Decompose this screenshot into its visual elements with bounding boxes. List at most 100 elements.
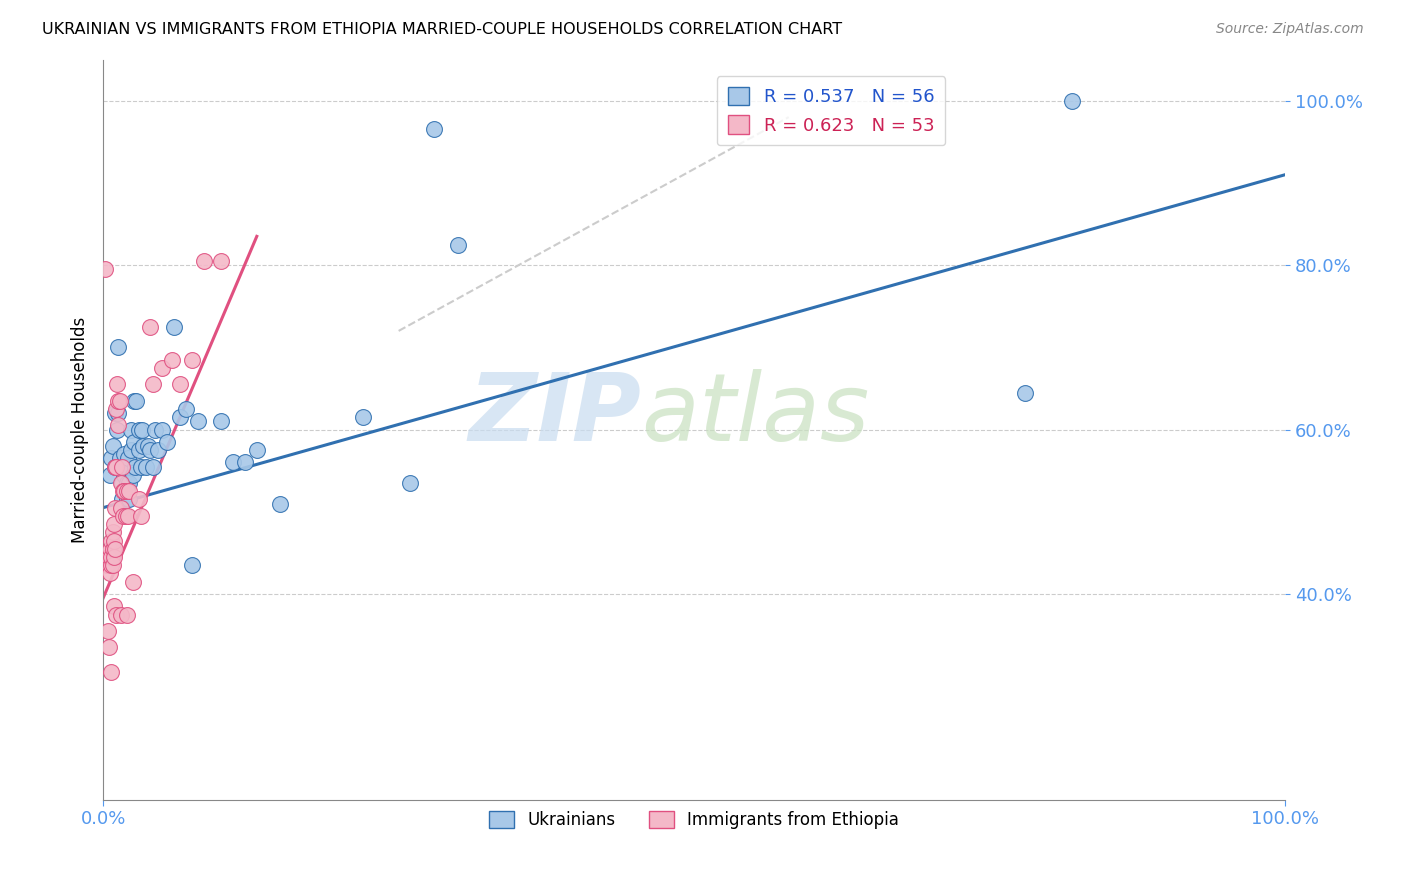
Point xyxy=(110,607,132,622)
Point xyxy=(103,599,125,614)
Point xyxy=(163,319,186,334)
Point xyxy=(222,455,245,469)
Point xyxy=(107,406,129,420)
Point xyxy=(105,402,128,417)
Point xyxy=(107,340,129,354)
Point xyxy=(112,484,135,499)
Point xyxy=(447,237,470,252)
Point xyxy=(122,434,145,449)
Legend: Ukrainians, Immigrants from Ethiopia: Ukrainians, Immigrants from Ethiopia xyxy=(482,804,905,836)
Point xyxy=(114,508,136,523)
Point xyxy=(108,393,131,408)
Point xyxy=(233,455,256,469)
Point xyxy=(131,423,153,437)
Point xyxy=(174,402,197,417)
Point xyxy=(112,508,135,523)
Point xyxy=(112,484,135,499)
Point xyxy=(125,393,148,408)
Point xyxy=(103,533,125,548)
Point xyxy=(128,443,150,458)
Point xyxy=(105,377,128,392)
Point xyxy=(209,414,232,428)
Point xyxy=(105,459,128,474)
Point xyxy=(98,566,121,581)
Point xyxy=(180,558,202,573)
Point xyxy=(104,541,127,556)
Point xyxy=(399,475,422,490)
Point xyxy=(101,558,124,573)
Point xyxy=(100,549,122,564)
Point xyxy=(104,459,127,474)
Point xyxy=(112,447,135,461)
Point xyxy=(150,360,173,375)
Point xyxy=(121,443,143,458)
Point xyxy=(246,443,269,458)
Point xyxy=(169,410,191,425)
Point xyxy=(143,423,166,437)
Point xyxy=(111,475,134,490)
Point xyxy=(98,541,121,556)
Point xyxy=(107,393,129,408)
Point xyxy=(105,607,128,622)
Point xyxy=(101,525,124,540)
Point xyxy=(139,319,162,334)
Point xyxy=(115,484,138,499)
Point xyxy=(112,467,135,482)
Point xyxy=(118,484,141,499)
Point xyxy=(98,467,121,482)
Text: Source: ZipAtlas.com: Source: ZipAtlas.com xyxy=(1216,22,1364,37)
Point xyxy=(115,475,138,490)
Point xyxy=(118,475,141,490)
Point xyxy=(96,558,118,573)
Point xyxy=(122,393,145,408)
Y-axis label: Married-couple Households: Married-couple Households xyxy=(72,317,89,542)
Point xyxy=(98,549,121,564)
Point xyxy=(128,492,150,507)
Point xyxy=(100,665,122,679)
Point xyxy=(180,352,202,367)
Point xyxy=(187,414,209,428)
Point xyxy=(169,377,191,392)
Point xyxy=(115,492,138,507)
Point xyxy=(115,607,138,622)
Point xyxy=(111,492,134,507)
Point xyxy=(110,500,132,515)
Point xyxy=(136,439,159,453)
Point xyxy=(193,254,215,268)
Text: atlas: atlas xyxy=(641,369,869,460)
Point xyxy=(132,439,155,453)
Point xyxy=(142,459,165,474)
Point xyxy=(269,497,291,511)
Point xyxy=(121,574,143,589)
Point xyxy=(129,508,152,523)
Point xyxy=(1014,385,1036,400)
Point xyxy=(121,423,143,437)
Point xyxy=(156,434,179,449)
Point xyxy=(97,549,120,564)
Point xyxy=(105,423,128,437)
Point xyxy=(209,254,232,268)
Point xyxy=(94,262,117,277)
Point xyxy=(101,439,124,453)
Point xyxy=(107,418,129,433)
Point xyxy=(110,475,132,490)
Point xyxy=(97,624,120,638)
Point xyxy=(110,459,132,474)
Point xyxy=(103,549,125,564)
Point xyxy=(124,459,146,474)
Point xyxy=(160,352,183,367)
Point xyxy=(100,451,122,466)
Point xyxy=(103,517,125,532)
Point xyxy=(146,443,169,458)
Point xyxy=(135,459,157,474)
Text: UKRAINIAN VS IMMIGRANTS FROM ETHIOPIA MARRIED-COUPLE HOUSEHOLDS CORRELATION CHAR: UKRAINIAN VS IMMIGRANTS FROM ETHIOPIA MA… xyxy=(42,22,842,37)
Point xyxy=(114,459,136,474)
Point xyxy=(100,533,122,548)
Point xyxy=(1062,94,1084,108)
Point xyxy=(129,459,152,474)
Point xyxy=(118,492,141,507)
Point xyxy=(100,558,122,573)
Point xyxy=(104,406,127,420)
Point xyxy=(352,410,374,425)
Text: ZIP: ZIP xyxy=(468,368,641,461)
